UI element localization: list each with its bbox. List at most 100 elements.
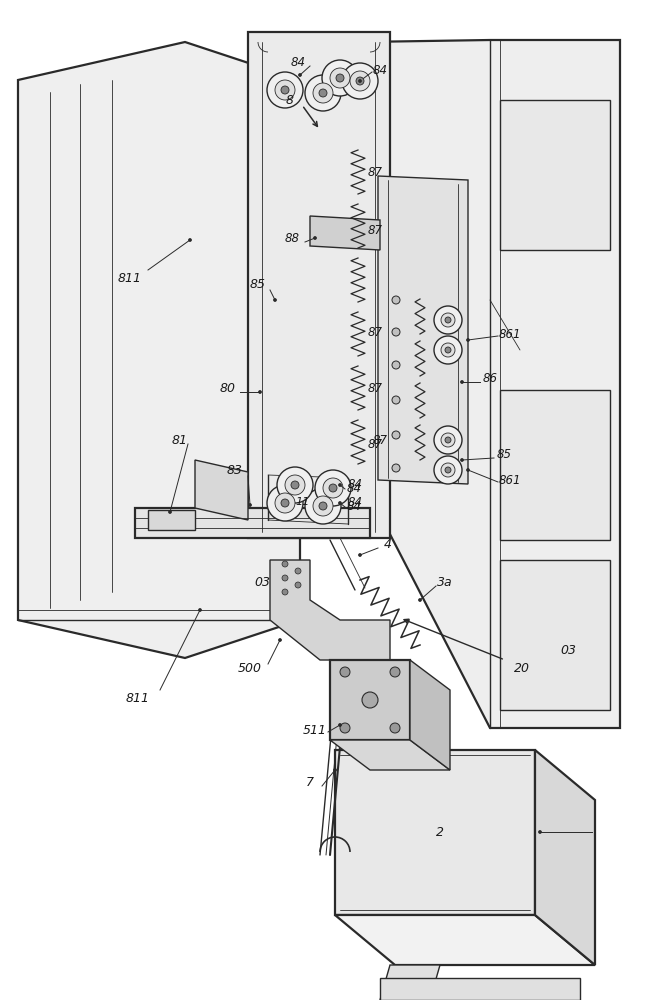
Circle shape: [313, 496, 333, 516]
Circle shape: [467, 338, 470, 342]
Text: 87: 87: [367, 381, 382, 394]
Circle shape: [314, 236, 316, 239]
Text: 84: 84: [347, 499, 362, 512]
Circle shape: [275, 80, 295, 100]
Circle shape: [392, 296, 400, 304]
Text: 7: 7: [306, 776, 314, 788]
Polygon shape: [195, 460, 248, 520]
Polygon shape: [310, 216, 380, 250]
Polygon shape: [330, 660, 410, 740]
Polygon shape: [148, 510, 195, 530]
Circle shape: [461, 458, 463, 462]
Text: 83: 83: [227, 464, 243, 477]
Circle shape: [281, 86, 289, 94]
Circle shape: [441, 343, 455, 357]
Circle shape: [305, 75, 341, 111]
Circle shape: [189, 238, 192, 241]
Circle shape: [392, 396, 400, 404]
Circle shape: [313, 83, 333, 103]
Text: 2: 2: [436, 826, 444, 838]
Text: 87: 87: [367, 326, 382, 338]
Text: 84: 84: [347, 495, 362, 508]
Circle shape: [467, 468, 470, 472]
Polygon shape: [535, 750, 595, 965]
Circle shape: [330, 68, 350, 88]
Circle shape: [305, 488, 341, 524]
Text: 87: 87: [373, 434, 388, 446]
Circle shape: [338, 724, 341, 726]
Circle shape: [538, 830, 542, 834]
Text: 03: 03: [560, 644, 576, 656]
Circle shape: [362, 692, 378, 708]
Polygon shape: [378, 176, 468, 484]
Circle shape: [279, 639, 281, 642]
Text: 03: 03: [254, 576, 270, 588]
Text: 811: 811: [126, 692, 150, 704]
Circle shape: [267, 485, 303, 521]
Polygon shape: [362, 40, 620, 728]
Circle shape: [277, 467, 313, 503]
Circle shape: [295, 568, 301, 574]
Text: 87: 87: [367, 165, 382, 178]
Circle shape: [461, 380, 463, 383]
Circle shape: [445, 347, 451, 353]
Circle shape: [315, 470, 351, 506]
Circle shape: [198, 608, 202, 611]
Circle shape: [168, 510, 172, 514]
Polygon shape: [380, 978, 580, 1000]
Text: 87: 87: [367, 438, 382, 452]
Circle shape: [291, 481, 299, 489]
Text: 3a: 3a: [437, 576, 453, 588]
Text: 84: 84: [373, 64, 388, 77]
Circle shape: [445, 467, 451, 473]
Polygon shape: [135, 508, 370, 538]
Text: 811: 811: [118, 271, 142, 284]
Circle shape: [295, 582, 301, 588]
Text: 511: 511: [303, 724, 327, 736]
Circle shape: [441, 463, 455, 477]
Circle shape: [390, 667, 400, 677]
Circle shape: [434, 336, 462, 364]
Text: 84: 84: [290, 55, 305, 68]
Text: 84: 84: [347, 478, 362, 490]
Circle shape: [322, 60, 358, 96]
Circle shape: [282, 575, 288, 581]
Polygon shape: [380, 965, 440, 1000]
Polygon shape: [500, 390, 610, 540]
Circle shape: [392, 464, 400, 472]
Circle shape: [299, 74, 301, 77]
Text: 84: 84: [347, 482, 362, 494]
Circle shape: [248, 504, 251, 506]
Polygon shape: [500, 560, 610, 710]
Circle shape: [340, 667, 350, 677]
Circle shape: [392, 328, 400, 336]
Circle shape: [282, 561, 288, 567]
Polygon shape: [330, 740, 450, 770]
Circle shape: [334, 768, 336, 772]
Circle shape: [419, 598, 421, 601]
Text: 86: 86: [483, 371, 498, 384]
Circle shape: [282, 589, 288, 595]
Text: 85: 85: [250, 277, 266, 290]
Text: 4: 4: [384, 538, 392, 550]
Circle shape: [336, 74, 344, 82]
Circle shape: [358, 80, 362, 83]
Circle shape: [329, 484, 337, 492]
Circle shape: [259, 390, 262, 393]
Circle shape: [434, 306, 462, 334]
Polygon shape: [18, 42, 300, 658]
Polygon shape: [335, 750, 535, 915]
Circle shape: [434, 426, 462, 454]
Text: 80: 80: [220, 381, 236, 394]
Text: 20: 20: [514, 662, 530, 674]
Circle shape: [434, 456, 462, 484]
Circle shape: [338, 484, 341, 487]
Circle shape: [275, 493, 295, 513]
Circle shape: [323, 478, 343, 498]
Circle shape: [392, 361, 400, 369]
Text: 861: 861: [499, 328, 521, 340]
Circle shape: [358, 554, 362, 556]
Polygon shape: [270, 560, 390, 660]
Text: 87: 87: [367, 224, 382, 236]
Text: 81: 81: [172, 434, 188, 446]
